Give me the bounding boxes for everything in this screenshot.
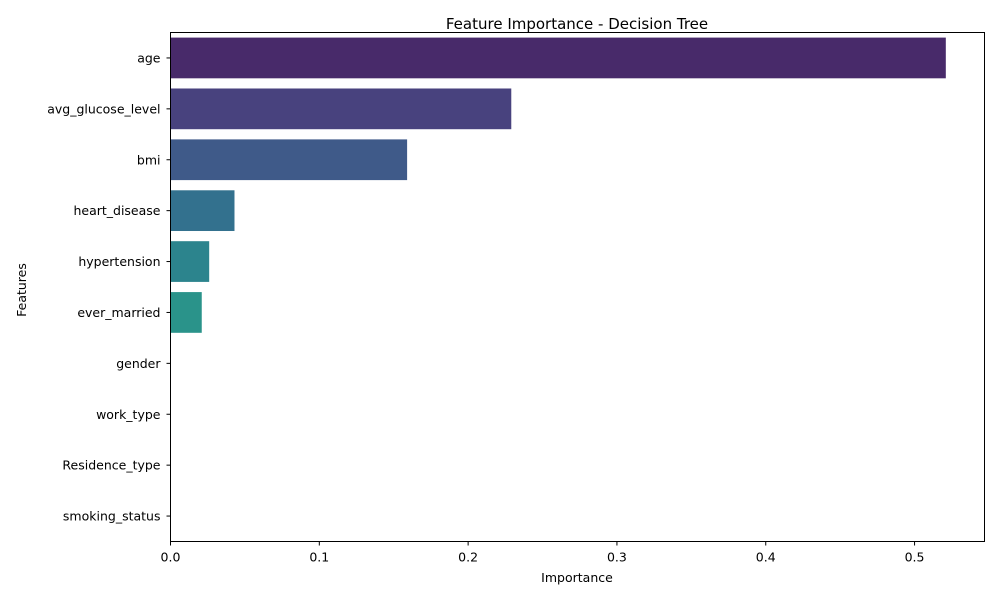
- bars-group: [170, 37, 946, 333]
- y-tick-label: gender: [116, 356, 161, 371]
- y-tick-label: heart_disease: [73, 203, 160, 218]
- x-tick-label: 0.0: [161, 550, 181, 565]
- bar-hypertension: [170, 241, 210, 282]
- y-tick-label: age: [137, 50, 161, 65]
- bar-age: [170, 37, 946, 79]
- bar-heart_disease: [170, 190, 235, 232]
- chart-title: Feature Importance - Decision Tree: [446, 15, 708, 33]
- x-tick-label: 0.1: [309, 550, 329, 565]
- y-tick-label: avg_glucose_level: [47, 101, 160, 116]
- y-tick-label: bmi: [137, 152, 161, 167]
- y-tick-label: ever_married: [77, 305, 160, 320]
- x-tick-label: 0.4: [756, 550, 776, 565]
- x-tick-label: 0.3: [607, 550, 627, 565]
- y-tick-label: smoking_status: [63, 509, 161, 524]
- x-tick-label: 0.2: [458, 550, 478, 565]
- y-tick-label: hypertension: [78, 254, 160, 269]
- y-tick-label: work_type: [96, 407, 161, 422]
- bar-avg_glucose_level: [170, 88, 512, 130]
- x-axis-ticks: 0.0 0.1 0.2 0.3 0.4 0.5: [161, 541, 925, 565]
- bar-bmi: [170, 139, 408, 181]
- plot-frame: [170, 32, 985, 542]
- y-tick-label: Residence_type: [62, 458, 160, 473]
- x-tick-label: 0.5: [905, 550, 925, 565]
- x-axis-label: Importance: [541, 570, 613, 585]
- bar-ever_married: [170, 292, 202, 333]
- y-axis-label: Features: [14, 263, 29, 317]
